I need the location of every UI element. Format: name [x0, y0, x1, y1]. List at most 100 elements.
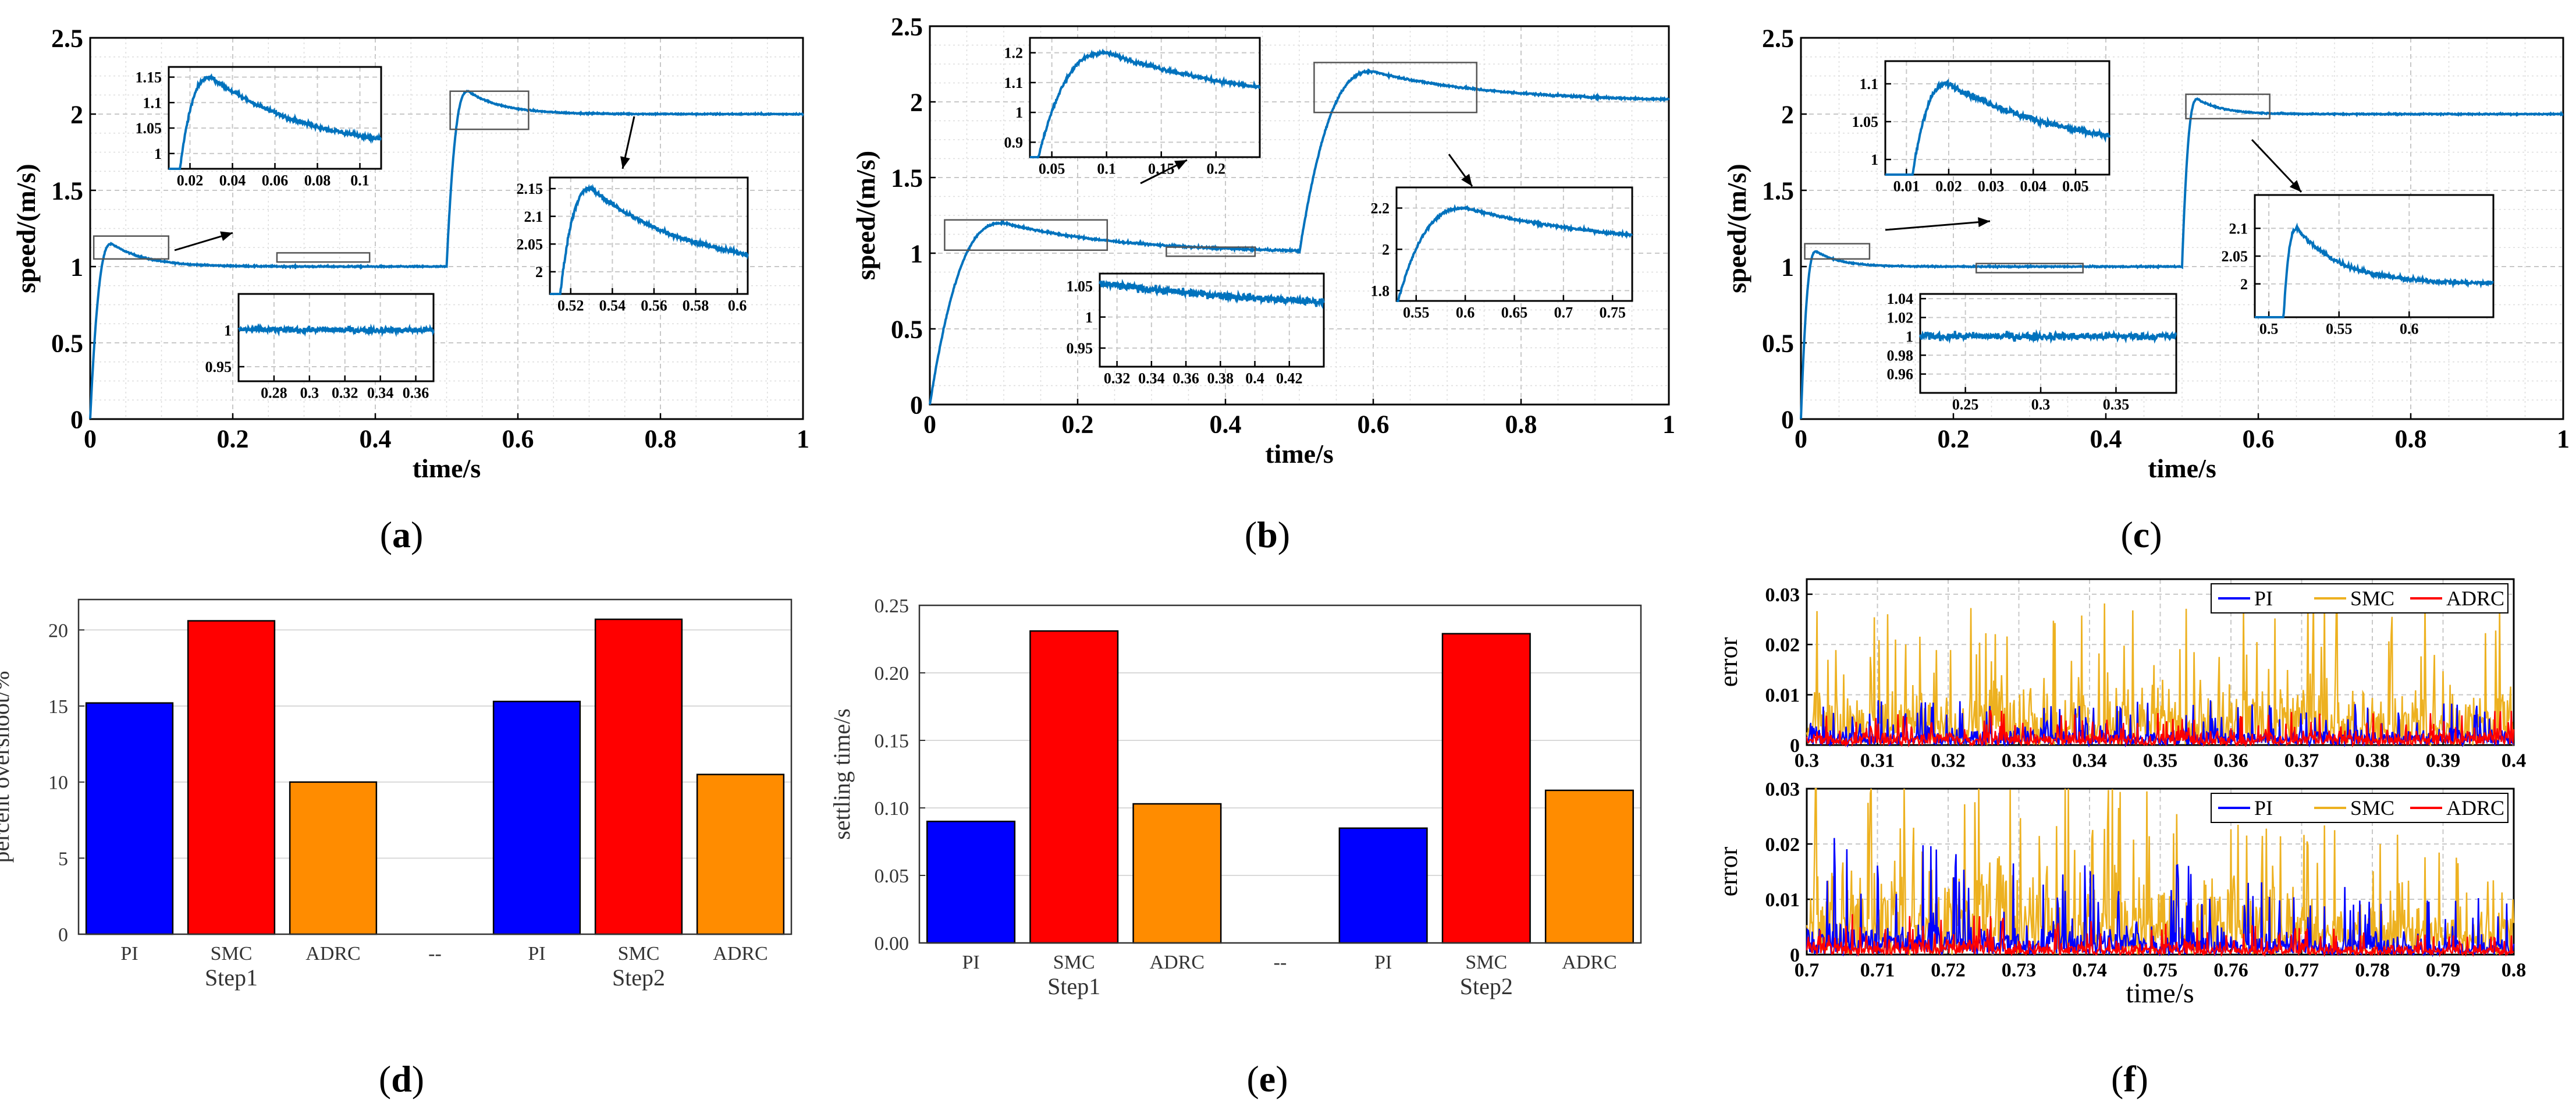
chart-f-sub2-line-adrc: [1806, 914, 2514, 957]
chart-c-inset-xtick-label: 0.01: [1893, 178, 1920, 195]
chart-a-ytick-label: 1.5: [51, 176, 83, 205]
chart-a-inset-ytick-label: 1.05: [136, 120, 162, 137]
chart-c-xlabel: time/s: [2148, 453, 2216, 483]
chart-c-zoom-arrow: [1885, 220, 1991, 231]
chart-b-inset-xtick-label: 0.36: [1172, 370, 1199, 387]
chart-c-plot-frame: [1800, 37, 2564, 420]
chart-f-sub2-xtick-label: 0.72: [1931, 959, 1966, 981]
chart-c-inset-ytick-label: 1.05: [1852, 114, 1879, 130]
chart-a-inset-line: [169, 73, 382, 170]
chart-b-zoom-box: [1166, 246, 1256, 257]
chart-c-inset-plot-frame: [1884, 60, 2110, 176]
chart-d-xtick-label: SMC: [618, 943, 660, 964]
chart-b-ytick-label: 0: [910, 391, 923, 419]
chart-e-bar-adrc-step1: [1132, 803, 1222, 944]
chart-d-bar-pi-step2: [492, 700, 581, 935]
chart-c-inset-ytick-label: 2.1: [2229, 220, 2248, 237]
chart-c-inset-ytick-label: 1.1: [1860, 76, 1879, 93]
chart-d-xtick-label: ADRC: [713, 943, 768, 964]
chart-c-inset-xtick-label: 0.3: [2031, 396, 2051, 413]
chart-a-inset-xtick-label: 0.52: [557, 297, 584, 314]
chart-d-bar-smc-step1: [187, 620, 276, 935]
caption-b: (b): [1245, 514, 1290, 555]
chart-c-inset-xtick-label: 0.03: [1978, 178, 2005, 195]
chart-d-ytick-label: 15: [48, 696, 68, 718]
chart-a-inset-ytick-label: 2.05: [517, 236, 543, 253]
chart-c-inset-xtick-label: 0.6: [2400, 321, 2419, 338]
chart-a-inset-2: 0.28 0.3 0.32 0.34 0.36 0.95 1: [205, 293, 435, 402]
chart-a-inset-ytick-label: 2.1: [524, 208, 543, 225]
chart-a-inset-xtick-label: 0.02: [177, 172, 204, 189]
chart-a-xtick-label: 0.2: [217, 424, 249, 453]
chart-e-plot-bg: [919, 605, 1641, 943]
chart-c-xtick-label: 0.4: [2090, 424, 2122, 453]
chart-f-sub1-xtick-label: 0.36: [2213, 750, 2248, 771]
chart-b-inset-plot-bg: [1030, 38, 1260, 157]
chart-b-inset-ytick-label: 0.95: [1067, 340, 1093, 357]
chart-c-inset-xtick-label: 0.5: [2259, 321, 2279, 338]
chart-b-inset-ytick-label: 1.1: [1004, 75, 1024, 91]
chart-a-zoom-arrow-head: [220, 231, 233, 242]
chart-f-xlabel: time/s: [2126, 978, 2194, 1009]
chart-f-sub1-xtick-label: 0.32: [1931, 750, 1966, 771]
chart-c-xtick-label: 1: [2557, 424, 2570, 453]
chart-c-zoom-arrow: [2251, 139, 2303, 193]
chart-a-inset-xtick-label: 0.3: [300, 385, 319, 402]
chart-a-inset-ytick-label: 1.15: [136, 69, 162, 86]
chart-b-inset-3: 0.55 0.6 0.65 0.7 0.75 1.8 2 2.2: [1371, 186, 1633, 321]
chart-b-inset-xtick-label: 0.05: [1039, 161, 1065, 178]
chart-e-bar-pi-step1: [926, 820, 1016, 944]
chart-b-inset-ytick-label: 1.8: [1371, 282, 1390, 299]
chart-a-xtick-label: 0.8: [645, 424, 677, 453]
chart-f-sub2-xtick-label: 0.74: [2072, 959, 2107, 981]
chart-c-inset-xtick-label: 0.25: [1952, 396, 1979, 413]
chart-f-sub1-ytick-label: 0.02: [1765, 634, 1800, 656]
chart-a-zoom-box: [93, 235, 169, 260]
chart-c-inset-plot-frame: [2254, 194, 2495, 318]
chart-a-inset-plot-bg: [239, 294, 434, 381]
chart-f-sub1-xtick-label: 0.34: [2072, 750, 2107, 771]
chart-a-inset-xtick-label: 0.06: [262, 172, 289, 189]
chart-f-sub2-legend-box: [2211, 793, 2509, 823]
chart-b-ytick-label: 2.5: [891, 12, 923, 41]
chart-c-zoom-box: [1975, 263, 2084, 274]
chart-b-inset-xtick-label: 0.1: [1097, 161, 1116, 178]
chart-c-ytick-label: 2.5: [1762, 24, 1794, 52]
chart-f-sub1-xtick-label: 0.4: [2502, 750, 2527, 771]
chart-e-xtick-label: PI: [1374, 952, 1392, 973]
chart-d-xtick-label: SMC: [211, 943, 253, 964]
chart-b-inset-ytick-label: 2: [1382, 241, 1390, 258]
chart-b-inset-ytick-label: 1.05: [1067, 278, 1093, 295]
chart-a-plot-frame: [89, 37, 804, 420]
chart-a-ytick-label: 2.5: [51, 24, 83, 52]
chart-c-inset-xtick-label: 0.05: [2062, 178, 2089, 195]
chart-b-ytick-label: 0.5: [891, 315, 923, 343]
chart-b-inset-xtick-label: 0.6: [1456, 304, 1475, 321]
chart-a-inset-line: [550, 183, 749, 295]
chart-d-xtick-label: ADRC: [305, 943, 360, 964]
chart-f-sub1-ytick-label: 0.01: [1765, 685, 1800, 707]
caption-c-letter: c: [2133, 514, 2149, 555]
chart-d-xtick-label: PI: [528, 943, 545, 964]
chart-b-xtick-label: 0.4: [1210, 410, 1242, 438]
chart-b-inset-ytick-label: 1: [1085, 309, 1093, 326]
chart-a-inset-xtick-label: 0.56: [641, 297, 667, 314]
chart-a-xlabel: time/s: [413, 453, 481, 483]
chart-a-inset-3: 0.52 0.54 0.56 0.58 0.6 2 2.05 2.1 2.15: [517, 176, 749, 314]
chart-f-sub2-legend-label-pi: PI: [2254, 796, 2273, 820]
caption-f: (f): [2111, 1058, 2148, 1100]
chart-a-inset-plot-frame: [237, 293, 435, 382]
chart-b-inset-line: [1397, 204, 1633, 302]
chart-c-inset-line: [1885, 79, 2110, 176]
chart-e-xtick-label: SMC: [1465, 952, 1507, 973]
chart-b-inset-xtick-label: 0.4: [1245, 370, 1264, 387]
chart-b-ytick-label: 1.5: [891, 164, 923, 192]
chart-c-inset-xtick-label: 0.55: [2326, 321, 2353, 338]
chart-a-xtick-label: 0.4: [360, 424, 392, 453]
chart-e-plot-frame: [918, 604, 1642, 944]
chart-c-xtick-label: 0.2: [1938, 424, 1970, 453]
chart-f-subplot-2: 0.7 0.71 0.72 0.73 0.74 0.75 0.76 0.77 0.78 0.79 0…: [1714, 779, 2526, 981]
chart-a-inset-ytick-label: 1.1: [143, 94, 162, 111]
panel-d-overshoot-bar-chart: 0 5 10 15 20 PI SMC ADRC -- PI SMC ADRC Step1 Step2 pe…: [0, 598, 793, 991]
